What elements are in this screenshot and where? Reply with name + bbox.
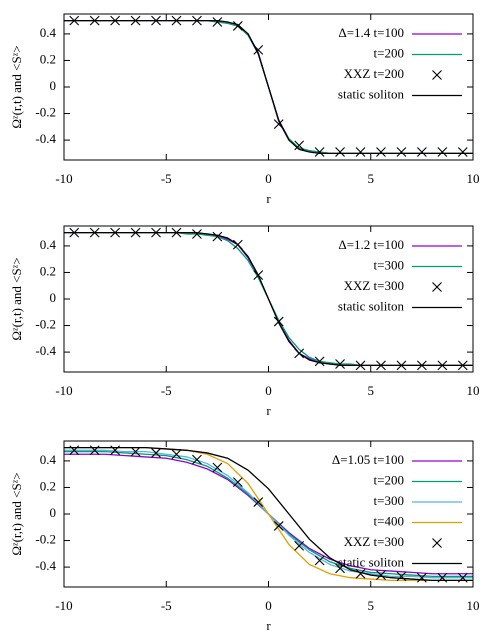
legend-label: XXZ t=200: [344, 66, 404, 81]
legend-label: t=300: [374, 257, 404, 272]
legend-label: static soliton: [338, 86, 405, 101]
x-tick-label: -10: [55, 598, 72, 613]
panel: -10 -5 0 5 10 0.4 0.2 0 -0.2 -0.4 r Ωᶻ(r,t) and <Sᶻ…: [9, 225, 480, 418]
data-point: [192, 454, 202, 465]
series-line: [64, 446, 473, 582]
y-tick-label: 0.2: [40, 478, 56, 493]
data-point: [294, 140, 305, 151]
plot-area: [64, 15, 473, 157]
legend-label: XXZ t=300: [344, 278, 404, 293]
legend-marker: [432, 538, 442, 548]
plot-frame: [63, 225, 474, 373]
data-point: [314, 147, 325, 157]
data-point: [335, 147, 345, 157]
y-tick-label: -0.4: [35, 343, 56, 358]
x-tick-label: 5: [368, 383, 375, 398]
data-point: [355, 147, 366, 157]
legend-label: t=300: [374, 493, 404, 508]
plot-area: [64, 227, 473, 371]
x-axis-label: r: [266, 191, 271, 206]
data-point: [376, 570, 386, 580]
data-point: [212, 231, 223, 242]
data-point: [212, 462, 223, 473]
legend-label: static soliton: [338, 554, 405, 569]
legend-label: XXZ t=300: [344, 534, 404, 549]
y-tick-label: 0: [50, 505, 57, 520]
plot-area: [64, 445, 473, 583]
data-point: [273, 521, 284, 531]
x-tick-label: 10: [467, 598, 480, 613]
y-tick-label: 0.4: [40, 25, 57, 40]
data-point: [151, 448, 161, 458]
data-point: [437, 147, 448, 157]
y-axis-label: Ωᶻ(r,t) and <Sᶻ>: [9, 45, 24, 128]
data-point: [457, 147, 468, 157]
data-point: [294, 540, 305, 551]
legend-label: t=200: [374, 45, 404, 60]
series-line: [64, 231, 473, 367]
series-line: [64, 19, 473, 155]
y-tick-label: -0.4: [35, 558, 56, 573]
y-tick-label: 0.4: [40, 452, 57, 467]
data-point: [212, 17, 223, 27]
y-tick-label: -0.4: [35, 131, 56, 146]
y-tick-label: 0: [50, 290, 57, 305]
legend-label: Δ=1.05 t=100: [332, 452, 404, 467]
series-line: [64, 446, 473, 582]
data-point: [192, 229, 202, 239]
y-axis-label: Ωᶻ(r,t) and <Sᶻ>: [9, 472, 24, 555]
data-point: [396, 571, 407, 582]
data-point: [314, 356, 325, 367]
data-point: [171, 449, 182, 460]
x-tick-label: 10: [467, 383, 480, 398]
legend-label: static soliton: [338, 298, 405, 313]
y-tick-label: 0.2: [40, 263, 56, 278]
y-tick-label: 0: [50, 78, 57, 93]
x-axis-label: r: [266, 403, 271, 418]
x-tick-label: 5: [368, 171, 375, 186]
data-point: [314, 555, 325, 566]
x-tick-label: 0: [265, 171, 272, 186]
data-point: [232, 477, 243, 488]
x-tick-label: -5: [161, 383, 172, 398]
data-point: [376, 147, 386, 157]
x-tick-label: -5: [161, 598, 172, 613]
data-point: [396, 147, 407, 157]
x-tick-label: -10: [55, 383, 72, 398]
data-point: [416, 147, 427, 157]
x-tick-label: 10: [467, 171, 480, 186]
x-tick-label: -5: [161, 171, 172, 186]
data-point: [253, 497, 264, 507]
plot-frame: [63, 13, 474, 161]
y-axis-label: Ωᶻ(r,t) and <Sᶻ>: [9, 257, 24, 340]
legend-label: Δ=1.2 t=100: [338, 237, 404, 252]
x-tick-label: -10: [55, 171, 72, 186]
y-tick-label: -0.2: [35, 105, 56, 120]
plot-frame: [63, 440, 474, 588]
legend-marker: [432, 70, 442, 80]
legend-label: t=200: [374, 472, 404, 487]
data-point: [355, 568, 366, 579]
x-tick-label: 5: [368, 598, 375, 613]
x-axis-label: r: [266, 618, 271, 633]
legend-label: t=400: [374, 513, 404, 528]
legend-marker: [432, 282, 442, 292]
y-tick-label: -0.2: [35, 317, 56, 332]
data-point: [232, 21, 243, 31]
panel: -10 -5 0 5 10 0.4 0.2 0 -0.2 -0.4 r Ωᶻ(r,t) and <Sᶻ…: [9, 440, 480, 633]
data-point: [335, 359, 345, 369]
x-tick-label: 0: [265, 598, 272, 613]
x-tick-label: 0: [265, 383, 272, 398]
legend-label: Δ=1.4 t=100: [338, 25, 404, 40]
data-point: [416, 572, 427, 583]
y-tick-label: 0.4: [40, 237, 57, 252]
y-tick-label: -0.2: [35, 532, 56, 547]
panel: -10 -5 0 5 10 0.4 0.2 0 -0.2 -0.4 r Ωᶻ(r,t) and <Sᶻ…: [9, 13, 480, 206]
data-point: [130, 446, 141, 457]
y-tick-label: 0.2: [40, 51, 56, 66]
